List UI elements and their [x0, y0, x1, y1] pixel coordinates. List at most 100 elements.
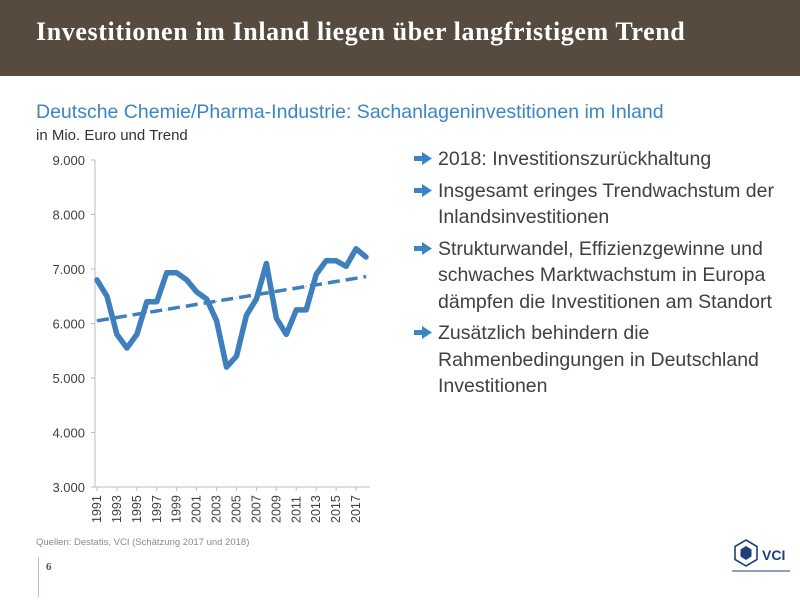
bullet-text: Insgesamt eringes Trendwachstum der Inla…	[438, 179, 774, 229]
y-tick-label: 4.000	[52, 426, 85, 441]
vci-hexagon-icon	[732, 539, 790, 572]
trend-point	[176, 307, 178, 309]
investment-point	[335, 260, 337, 262]
trend-point	[206, 302, 208, 304]
investment-point	[345, 265, 347, 267]
investment-point	[216, 320, 218, 322]
investment-point	[186, 279, 188, 281]
x-tick-label: 2013	[309, 495, 323, 523]
trend-point	[236, 297, 237, 299]
trend-point	[186, 305, 188, 307]
trend-point	[315, 284, 317, 286]
bullet-item: Zusätzlich behindern die Rahmenbedingung…	[414, 320, 794, 400]
trend-point	[255, 294, 257, 296]
footer-divider	[38, 557, 39, 597]
trend-point	[245, 295, 247, 297]
trend-point	[365, 276, 367, 278]
trend-point	[305, 285, 307, 287]
trend-point	[106, 318, 108, 320]
trend-point	[116, 317, 118, 318]
bullet-item: Insgesamt eringes Trendwachstum der Inla…	[414, 178, 794, 231]
investment-point	[226, 366, 227, 368]
bullet-list: 2018: Investitionszurückhaltung Insgesam…	[414, 146, 794, 405]
unit-label: in Mio. Euro und Trend	[36, 127, 188, 144]
trend-point	[265, 292, 267, 294]
series-trend-line	[96, 274, 367, 323]
trend-point	[146, 312, 148, 314]
trend-point	[335, 281, 337, 282]
trend-point	[345, 279, 347, 281]
investment-point	[355, 248, 357, 250]
line-chart: 3.000 4.000 5.000 6.000 7.000 8.000 9.000 1991…	[52, 153, 370, 523]
x-tick-label: 1995	[130, 495, 144, 523]
investment-point	[196, 291, 198, 293]
y-tick-label: 6.000	[52, 317, 85, 332]
x-tick-label: 1993	[110, 495, 124, 523]
x-tick-label: 1991	[90, 495, 104, 523]
investment-point	[96, 279, 98, 281]
logo-text: VCI	[762, 547, 785, 563]
trend-point	[96, 320, 98, 322]
investment-point	[166, 272, 168, 274]
x-tick-label: 2007	[249, 495, 263, 523]
y-tick-label: 9.000	[52, 153, 85, 168]
trend-point	[156, 310, 158, 312]
arrow-bullet-icon	[414, 152, 432, 165]
header-bar: Investitionen im Inland liegen über lang…	[0, 0, 800, 76]
series-investment-line	[94, 246, 369, 370]
x-tick-label: 2009	[269, 495, 283, 523]
investment-point	[236, 355, 237, 357]
investment-point	[136, 333, 138, 335]
investment-point	[265, 263, 267, 264]
investment-point	[255, 298, 257, 300]
trend-point	[216, 300, 218, 302]
x-tick-label: 2017	[349, 495, 363, 523]
y-tick-label: 5.000	[52, 371, 85, 386]
y-tick-label: 7.000	[52, 262, 85, 277]
x-axis-ticks: 1991 1993 1995 1997 1999 2001 2003 2005 2007 2009…	[90, 487, 363, 523]
trend-point	[325, 282, 327, 284]
investment-point	[285, 333, 287, 335]
trend-point	[136, 313, 138, 315]
investment-point	[206, 298, 208, 300]
investment-point	[146, 301, 148, 303]
x-tick-label: 2001	[190, 495, 204, 523]
bullet-item: Strukturwandel, Effizienzgewinne und sch…	[414, 236, 794, 316]
investment-point	[325, 260, 327, 262]
x-tick-label: 1999	[170, 495, 184, 523]
investment-point	[126, 347, 128, 349]
slide-title: Investitionen im Inland liegen über lang…	[36, 17, 686, 46]
x-tick-label: 2005	[229, 495, 243, 523]
source-note: Quellen: Destatis, VCI (Schätzung 2017 u…	[36, 537, 250, 548]
arrow-bullet-icon	[414, 183, 432, 197]
vci-logo: VCI	[732, 539, 790, 572]
investment-point	[295, 309, 297, 311]
investment-point	[106, 295, 108, 297]
investment-point	[116, 333, 118, 335]
trend-point	[285, 289, 287, 291]
trend-point	[166, 308, 168, 310]
trend-point	[126, 315, 128, 317]
x-tick-label: 2003	[210, 495, 224, 523]
investment-point	[365, 256, 367, 258]
y-tick-label: 8.000	[52, 208, 85, 223]
investment-point	[176, 272, 178, 274]
investment-point	[315, 273, 317, 275]
bullet-text: Strukturwandel, Effizienzgewinne und sch…	[438, 237, 772, 313]
arrow-bullet-icon	[414, 241, 432, 255]
x-tick-label: 2015	[329, 495, 343, 523]
bullet-item: 2018: Investitionszurückhaltung	[414, 146, 794, 173]
y-tick-label: 3.000	[52, 480, 85, 495]
arrow-bullet-icon	[414, 326, 432, 339]
trend-point	[226, 299, 227, 300]
x-tick-label: 2011	[289, 496, 303, 523]
bullet-text: 2018: Investitionszurückhaltung	[438, 148, 712, 170]
data-points	[96, 248, 367, 368]
investment-point	[275, 317, 277, 319]
trend-point	[355, 277, 357, 279]
bullet-text: Zusätzlich behindern die Rahmenbedingung…	[438, 322, 759, 397]
y-axis-ticks: 3.000 4.000 5.000 6.000 7.000 8.000 9.000	[52, 153, 95, 495]
chart-title: Deutsche Chemie/Pharma-Industrie: Sachan…	[36, 101, 664, 123]
investment-point	[305, 309, 307, 311]
x-tick-label: 1997	[150, 495, 164, 523]
